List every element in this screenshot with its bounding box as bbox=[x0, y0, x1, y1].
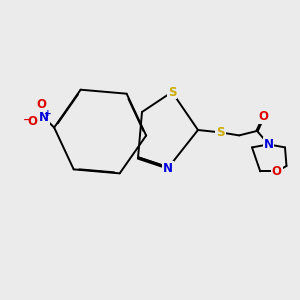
Text: N: N bbox=[39, 111, 49, 124]
Text: +: + bbox=[44, 109, 52, 118]
Text: S: S bbox=[168, 85, 176, 98]
Text: −: − bbox=[23, 115, 32, 125]
Text: N: N bbox=[263, 138, 274, 151]
Text: O: O bbox=[259, 110, 269, 123]
Text: O: O bbox=[37, 98, 47, 111]
Text: S: S bbox=[216, 126, 225, 139]
Text: O: O bbox=[27, 115, 37, 128]
Text: O: O bbox=[272, 165, 282, 178]
Text: N: N bbox=[163, 161, 173, 175]
